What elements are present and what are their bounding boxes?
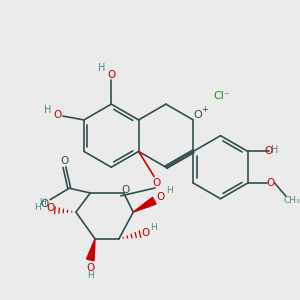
Text: O: O	[86, 262, 94, 272]
Text: O: O	[122, 185, 130, 195]
Text: H: H	[166, 186, 173, 195]
Text: H: H	[34, 203, 41, 212]
Text: H: H	[271, 146, 278, 155]
Text: O: O	[107, 70, 116, 80]
Text: O: O	[60, 157, 69, 166]
Text: +: +	[201, 105, 208, 114]
Text: O: O	[53, 110, 61, 120]
Text: H: H	[87, 271, 94, 280]
Polygon shape	[86, 239, 95, 261]
Text: H: H	[39, 198, 46, 207]
Text: Cl⁻: Cl⁻	[214, 91, 230, 101]
Text: O: O	[152, 178, 160, 188]
Text: H: H	[150, 223, 157, 232]
Text: O: O	[194, 110, 202, 120]
Polygon shape	[133, 197, 156, 212]
Text: O: O	[46, 203, 54, 213]
Text: O: O	[265, 146, 273, 156]
Text: O: O	[156, 192, 164, 202]
Text: O: O	[267, 178, 275, 188]
Text: H: H	[44, 105, 51, 115]
Text: O: O	[142, 228, 150, 238]
Text: H: H	[98, 63, 105, 73]
Text: CH₃: CH₃	[284, 196, 300, 205]
Text: O: O	[40, 199, 49, 208]
